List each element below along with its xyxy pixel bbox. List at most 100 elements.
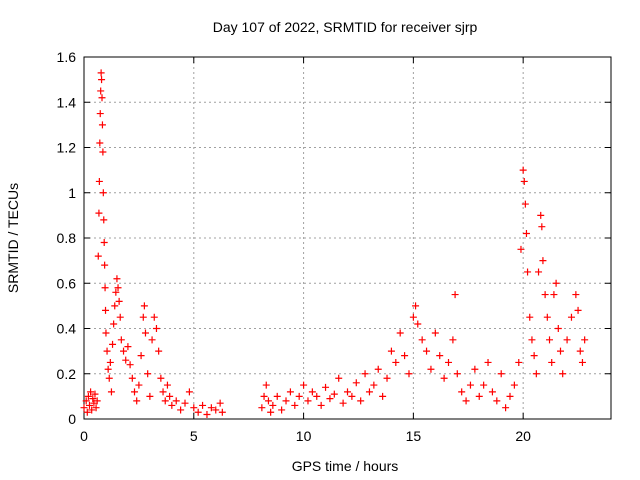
data-point	[526, 313, 534, 321]
y-tick-label: 1.6	[57, 49, 77, 65]
data-point	[445, 358, 453, 366]
data-point	[98, 121, 106, 129]
data-point	[370, 381, 378, 389]
data-point	[502, 404, 510, 412]
data-point	[148, 336, 156, 344]
data-point	[97, 69, 105, 77]
data-point	[522, 229, 530, 237]
data-point	[365, 388, 373, 396]
data-point	[427, 365, 435, 373]
data-point	[190, 404, 198, 412]
y-tick-label: 1.4	[57, 94, 77, 110]
data-point	[82, 397, 90, 405]
data-point	[161, 397, 169, 405]
data-point	[278, 406, 286, 414]
data-point	[91, 390, 99, 398]
data-point	[216, 399, 224, 407]
data-point	[126, 361, 134, 369]
data-point	[80, 404, 88, 412]
data-point	[135, 381, 143, 389]
y-tick-label: 0.2	[57, 366, 77, 382]
data-point	[141, 329, 149, 337]
data-point	[357, 397, 365, 405]
data-point	[313, 392, 321, 400]
data-point	[521, 200, 529, 208]
data-point	[177, 406, 185, 414]
data-point	[98, 94, 106, 102]
x-tick-label: 10	[296, 428, 312, 444]
data-point	[361, 370, 369, 378]
data-point	[451, 291, 459, 299]
data-point	[109, 340, 117, 348]
data-point	[304, 397, 312, 405]
data-point	[152, 325, 160, 332]
data-point	[194, 408, 202, 416]
y-tick-label: 0.8	[57, 230, 77, 246]
data-point	[96, 139, 104, 147]
data-point	[543, 313, 551, 321]
x-tick-label: 20	[515, 428, 531, 444]
data-point	[414, 320, 422, 328]
data-point	[488, 388, 496, 396]
grid	[84, 57, 611, 419]
data-point	[110, 320, 118, 328]
data-point	[326, 395, 334, 403]
data-point	[100, 216, 108, 224]
data-point	[106, 358, 114, 366]
data-point	[300, 381, 308, 389]
y-axis-label: SRMTID / TECUs	[5, 183, 21, 293]
data-point	[392, 358, 400, 366]
data-point	[453, 370, 461, 378]
data-point	[218, 408, 226, 416]
data-point	[88, 406, 96, 414]
y-tick-label: 1	[68, 185, 76, 201]
data-point	[344, 388, 351, 396]
data-point	[317, 401, 325, 409]
data-point	[574, 306, 582, 314]
data-point	[111, 302, 119, 310]
data-point	[471, 365, 479, 373]
y-tick-label: 0.4	[57, 321, 77, 337]
data-point	[212, 406, 220, 414]
data-point	[92, 404, 100, 412]
data-point	[269, 401, 277, 409]
data-point	[114, 284, 122, 292]
y-tick-label: 0.6	[57, 275, 77, 291]
data-points	[80, 69, 589, 418]
data-point	[103, 347, 111, 355]
data-point	[335, 374, 343, 382]
data-point	[104, 365, 112, 373]
data-point	[458, 388, 466, 396]
data-point	[203, 410, 211, 418]
data-point	[517, 245, 525, 253]
data-point	[497, 370, 505, 378]
data-point	[157, 374, 165, 382]
x-tick-label: 0	[80, 428, 88, 444]
data-point	[418, 336, 426, 344]
data-point	[207, 404, 215, 412]
x-axis: 0 5 10 15 20	[80, 57, 531, 444]
data-point	[115, 297, 123, 305]
data-point	[87, 388, 95, 396]
data-point	[554, 325, 562, 332]
data-point	[412, 302, 420, 310]
data-point	[431, 329, 439, 337]
data-point	[267, 408, 275, 416]
data-point	[546, 336, 554, 344]
data-point	[150, 313, 158, 321]
data-point	[159, 388, 167, 396]
data-point	[83, 408, 91, 416]
data-point	[581, 336, 589, 344]
data-point	[538, 223, 546, 231]
data-point	[291, 401, 299, 409]
data-point	[409, 313, 417, 321]
plot-frame	[83, 56, 612, 420]
data-point	[462, 397, 470, 405]
data-point	[99, 189, 107, 197]
data-point	[374, 365, 382, 373]
data-point	[181, 399, 189, 407]
data-point	[98, 76, 106, 84]
data-point	[155, 347, 163, 355]
data-point	[535, 268, 543, 276]
data-point	[295, 392, 303, 400]
